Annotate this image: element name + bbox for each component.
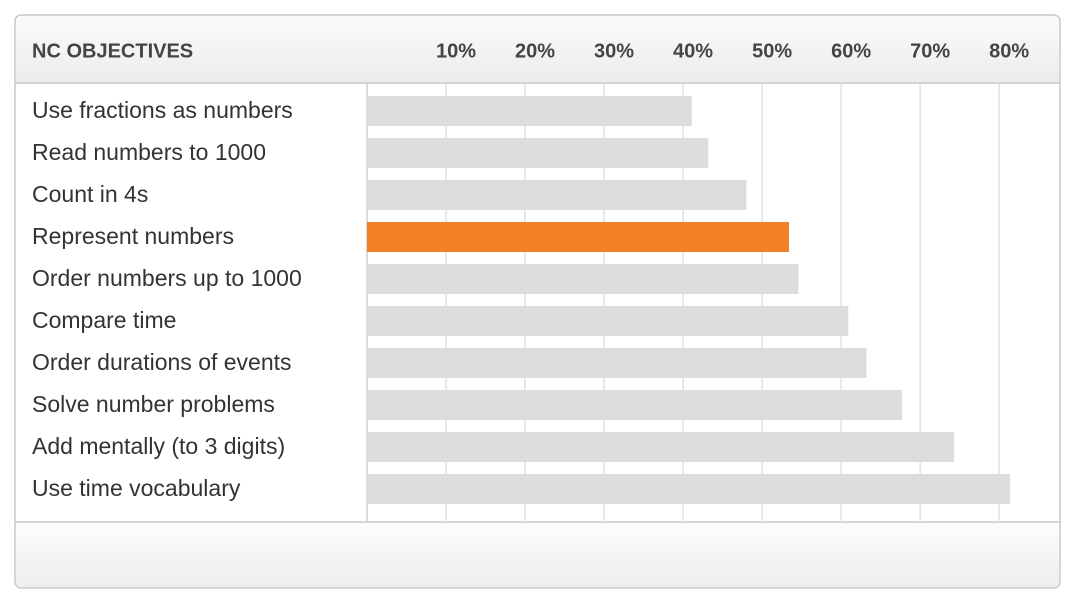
bar: [367, 306, 849, 336]
x-tick-label: 30%: [594, 40, 634, 62]
x-tick-label: 80%: [989, 40, 1029, 62]
bar: [367, 96, 692, 126]
bars: Use fractions as numbers Read numbers to …: [32, 96, 1011, 504]
x-tick-label: 70%: [910, 40, 950, 62]
bar: [367, 180, 747, 210]
header-band: [16, 16, 1059, 83]
category-label: Order durations of events: [32, 349, 292, 375]
bar: [367, 390, 902, 420]
category-label: Count in 4s: [32, 181, 148, 207]
bar: [367, 348, 867, 378]
x-tick-label: 50%: [752, 40, 792, 62]
category-label: Read numbers to 1000: [32, 139, 266, 165]
category-label: Compare time: [32, 307, 176, 333]
x-tick-label: 20%: [515, 40, 555, 62]
bar: [367, 222, 789, 252]
bar: [367, 138, 709, 168]
category-label: Add mentally (to 3 digits): [32, 433, 285, 459]
x-tick-label: 40%: [673, 40, 713, 62]
bar: [367, 264, 799, 294]
x-tick-label: 10%: [436, 40, 476, 62]
category-label: Use time vocabulary: [32, 475, 241, 501]
header-title: NC OBJECTIVES: [32, 40, 193, 62]
category-label: Order numbers up to 1000: [32, 265, 302, 291]
bar: [367, 474, 1011, 504]
x-tick-label: 60%: [831, 40, 871, 62]
footer-band: [16, 522, 1059, 587]
category-label: Solve number problems: [32, 391, 275, 417]
category-label: Use fractions as numbers: [32, 97, 293, 123]
category-label: Represent numbers: [32, 223, 234, 249]
bar: [367, 432, 955, 462]
